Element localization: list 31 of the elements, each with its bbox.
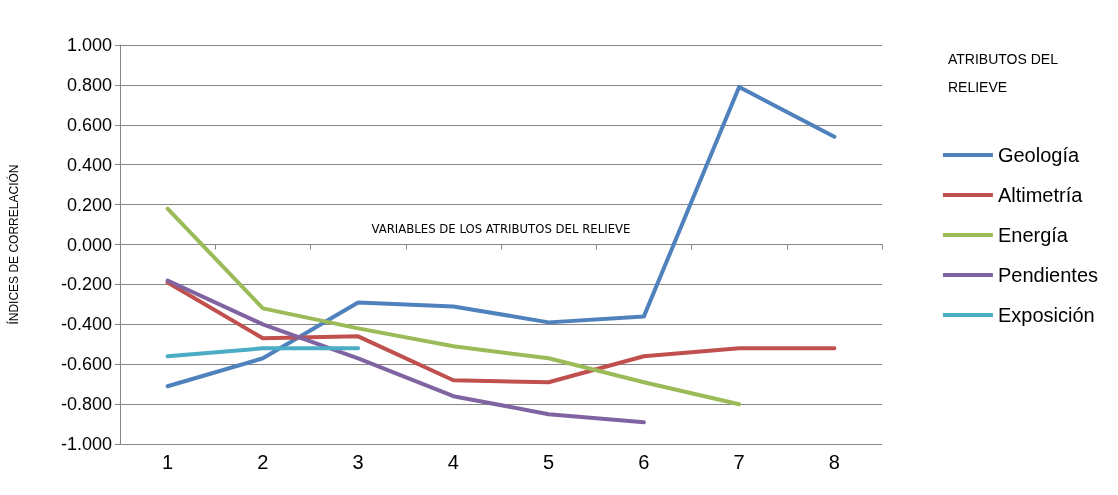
x-tick-label: 4 xyxy=(447,451,459,474)
x-tick-label: 8 xyxy=(828,451,840,474)
legend-label: Energía xyxy=(997,224,1069,246)
x-tick-label: 2 xyxy=(257,451,269,474)
y-tick-label: 0.400 xyxy=(66,154,112,175)
line-series xyxy=(165,278,646,425)
legend-label: Pendientes xyxy=(997,264,1098,286)
y-tick-label: 0.800 xyxy=(66,74,112,95)
y-axis-title: ÍNDICES DE CORRELACIÓN xyxy=(6,164,21,325)
y-tick-label: 0.600 xyxy=(66,114,112,135)
x-tick-label: 5 xyxy=(543,451,555,474)
legend-label: Exposición xyxy=(997,304,1095,326)
x-tick-label: 7 xyxy=(733,451,745,474)
legend-label: Altimetría xyxy=(997,184,1084,206)
y-tick-label: -0.800 xyxy=(60,394,112,415)
y-tick-label: 1.000 xyxy=(66,35,112,55)
legend-label: Geología xyxy=(997,144,1080,166)
y-tick-label: -0.600 xyxy=(60,354,112,375)
x-tick-label: 6 xyxy=(638,451,650,474)
y-tick-label: -0.200 xyxy=(60,274,112,295)
y-tick-label: -1.000 xyxy=(60,434,112,455)
x-axis-title: VARIABLES DE LOS ATRIBUTOS DEL RELIEVE xyxy=(371,221,631,237)
y-tick-label: 0.200 xyxy=(66,194,112,215)
y-tick-label: -0.400 xyxy=(60,314,112,335)
line-series xyxy=(165,84,837,389)
line-series xyxy=(165,280,837,385)
x-tick-label: 1 xyxy=(162,451,174,474)
line-series xyxy=(165,206,742,407)
x-tick-label: 3 xyxy=(352,451,364,474)
y-tick-label: 0.000 xyxy=(66,234,112,255)
legend-title: ATRIBUTOS DEL RELIEVE xyxy=(948,51,1062,95)
